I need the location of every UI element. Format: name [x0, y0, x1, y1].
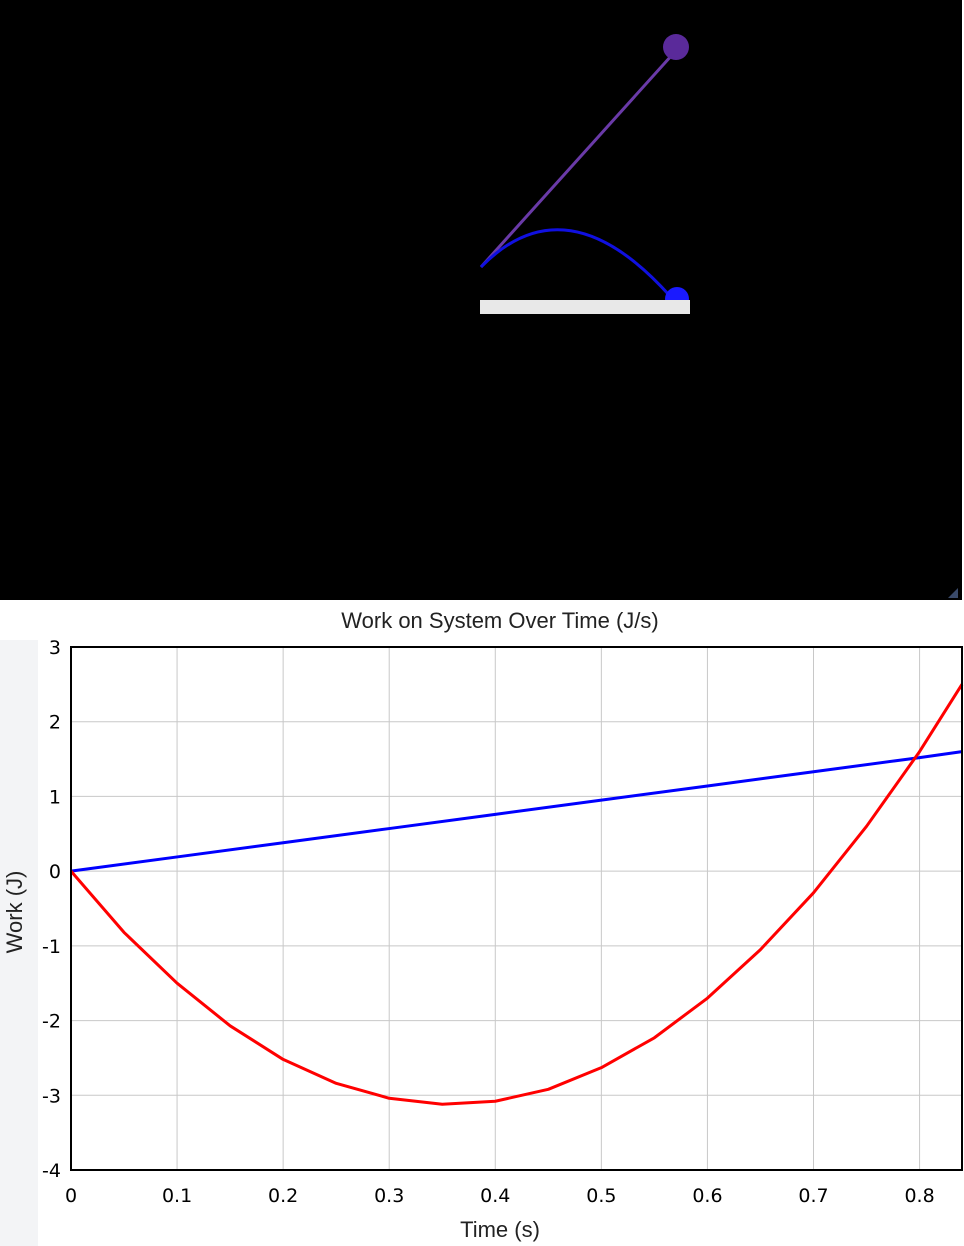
- x-tick-label: 0.3: [374, 1185, 404, 1207]
- trajectory-arc: [479, 228, 672, 298]
- axis-gutter-left: [0, 640, 38, 1246]
- y-tick-label: -2: [42, 1011, 61, 1033]
- x-tick-label: 0: [65, 1185, 77, 1207]
- x-tick-label: 0.2: [268, 1185, 298, 1207]
- simulation-scene: [0, 0, 962, 600]
- x-tick-label: 0.8: [904, 1185, 934, 1207]
- work-chart: Work on System Over Time (J/s) 0 0.1 0.2 0.…: [0, 600, 964, 1246]
- y-tick-label: 1: [49, 786, 61, 808]
- x-tick-label: 0.7: [798, 1185, 828, 1207]
- x-tick-labels: 0 0.1 0.2 0.3 0.4 0.5 0.6 0.7 0.8: [65, 1185, 935, 1207]
- launch-trail: [479, 53, 674, 269]
- platform: [480, 300, 690, 314]
- y-tick-label: 0: [49, 861, 61, 883]
- x-tick-label: 0.1: [162, 1185, 192, 1207]
- x-axis-label: Time (s): [460, 1217, 540, 1242]
- y-axis-label: Work (J): [2, 871, 27, 954]
- plot-lines: [69, 683, 964, 1106]
- y-tick-label: 2: [49, 712, 61, 734]
- resize-handle-icon[interactable]: [948, 588, 958, 598]
- y-tick-label: -3: [42, 1085, 61, 1107]
- plot-frame: [70, 646, 963, 1171]
- launched-ball: [663, 34, 689, 60]
- y-tick-label: -1: [42, 936, 61, 958]
- x-tick-label: 0.6: [692, 1185, 722, 1207]
- series-line-2: [69, 683, 964, 1106]
- x-tick-label: 0.5: [586, 1185, 616, 1207]
- chart-title: Work on System Over Time (J/s): [341, 608, 658, 633]
- y-tick-label: 3: [49, 637, 61, 659]
- axis-gutter-bottom: [0, 1168, 38, 1246]
- x-tick-label: 0.4: [480, 1185, 510, 1207]
- series-line-1: [70, 750, 963, 873]
- y-tick-labels: -4 -3 -2 -1 0 1 2 3: [42, 637, 61, 1182]
- y-tick-label: -4: [42, 1160, 61, 1182]
